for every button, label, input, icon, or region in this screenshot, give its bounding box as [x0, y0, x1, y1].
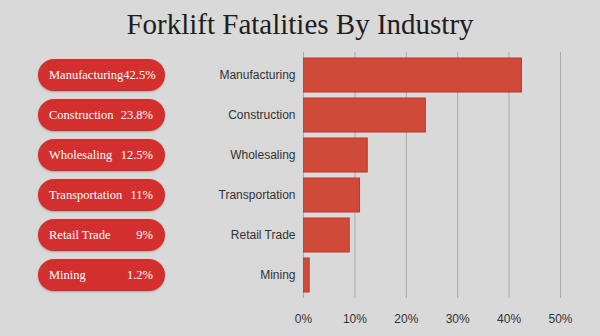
html-text:9%: 9% [136, 227, 153, 242]
svg-text:Mining: Mining [260, 268, 295, 282]
html-text:Manufacturing 42.5%: Manufacturing 42.5% [49, 67, 156, 82]
html-text:1.2%: 1.2% [127, 267, 153, 282]
html-text:Forklift Fatalities By Industr: Forklift Fatalities By Industry [126, 8, 474, 40]
svg-text:30%: 30% [446, 312, 470, 326]
svg-text:Retail Trade: Retail Trade [231, 228, 296, 242]
svg-text:Construction: Construction [228, 108, 295, 122]
html-text:Construction: Construction [49, 107, 114, 122]
svg-text:0%: 0% [295, 312, 313, 326]
svg-text:Transportation: Transportation [219, 188, 296, 202]
svg-text:Manufacturing: Manufacturing [219, 68, 295, 82]
svg-text:20%: 20% [394, 312, 418, 326]
html-text:12.5%: 12.5% [120, 147, 153, 162]
html-text:Transportation: Transportation [49, 187, 123, 202]
svg-text:40%: 40% [497, 312, 521, 326]
svg-text:50%: 50% [548, 312, 572, 326]
html-text:Retail Trade: Retail Trade [49, 227, 111, 242]
html-text:11%: 11% [130, 187, 153, 202]
svg-text:Wholesaling: Wholesaling [230, 148, 295, 162]
html-text:Mining: Mining [49, 267, 86, 282]
html-text:Wholesaling: Wholesaling [49, 147, 113, 162]
svg-text:10%: 10% [343, 312, 367, 326]
html-text:23.8%: 23.8% [120, 107, 153, 122]
